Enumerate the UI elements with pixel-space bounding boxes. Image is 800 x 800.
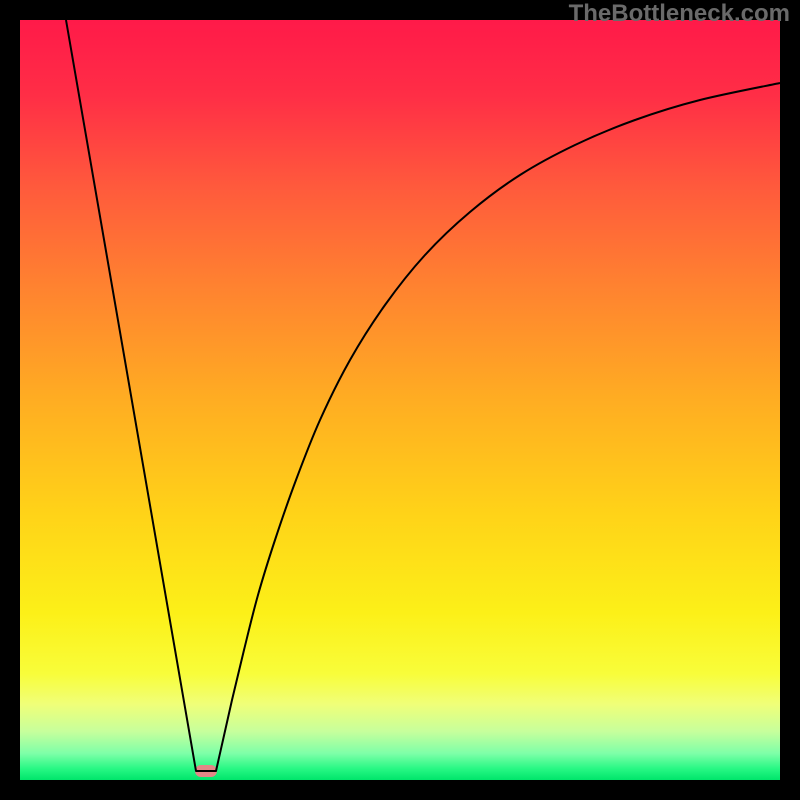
bottleneck-curve (20, 20, 780, 780)
chart-container: TheBottleneck.com (0, 0, 800, 800)
curve-path (66, 20, 780, 771)
plot-area (20, 20, 780, 780)
watermark-text: TheBottleneck.com (569, 0, 790, 28)
